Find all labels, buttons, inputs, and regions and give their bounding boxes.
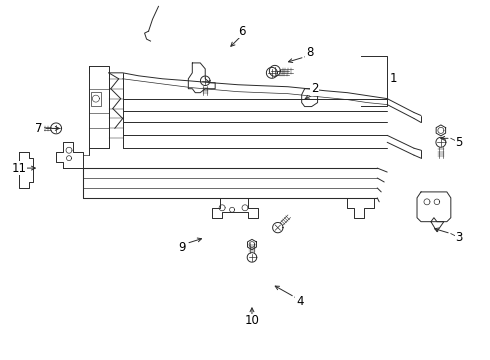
Polygon shape: [347, 198, 374, 218]
Polygon shape: [212, 198, 258, 218]
Polygon shape: [302, 89, 318, 107]
Polygon shape: [188, 63, 215, 93]
Text: 5: 5: [455, 136, 463, 149]
Polygon shape: [19, 152, 33, 188]
Text: 2: 2: [311, 82, 319, 95]
Polygon shape: [56, 142, 83, 168]
Polygon shape: [417, 192, 451, 222]
Text: 1: 1: [389, 72, 397, 85]
Polygon shape: [89, 66, 109, 148]
Text: 10: 10: [245, 314, 259, 327]
Text: 4: 4: [296, 294, 303, 307]
Polygon shape: [431, 222, 444, 231]
Text: 8: 8: [306, 46, 313, 59]
Polygon shape: [436, 125, 445, 136]
Bar: [91, 92, 101, 105]
Text: 3: 3: [455, 231, 463, 244]
Text: 7: 7: [35, 122, 43, 135]
Text: 6: 6: [238, 24, 246, 38]
Text: 9: 9: [179, 241, 186, 254]
Polygon shape: [247, 239, 256, 249]
Text: 11: 11: [12, 162, 27, 175]
